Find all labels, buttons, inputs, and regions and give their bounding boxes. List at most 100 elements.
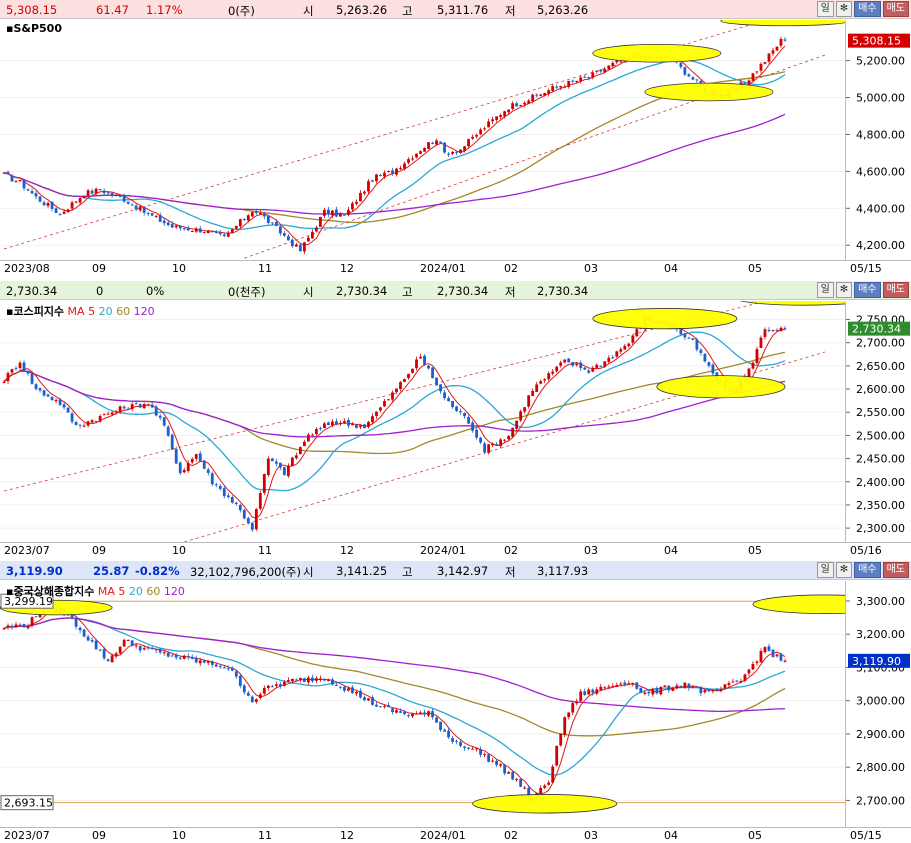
candle [479, 436, 483, 445]
candle [170, 433, 174, 451]
settings-button[interactable]: ✻ [835, 562, 853, 578]
sell-button[interactable]: 매도 [882, 1, 909, 17]
candle [286, 677, 290, 682]
candle [527, 395, 531, 409]
x-tick-label: 2024/01 [420, 262, 466, 275]
candle [310, 229, 314, 239]
candle [487, 753, 491, 763]
candle [355, 199, 358, 206]
x-tick-label: 10 [172, 829, 186, 842]
candle [218, 230, 222, 236]
candle [86, 634, 90, 642]
candle [78, 424, 82, 429]
reference-value-label: 3,299.19 [4, 595, 53, 608]
candle [66, 208, 70, 213]
candle [190, 230, 194, 232]
ma60-line [3, 617, 786, 737]
candle [431, 708, 434, 720]
candle [659, 686, 663, 696]
candle [94, 187, 98, 196]
candle [355, 424, 358, 429]
candle [238, 503, 242, 513]
candle [719, 686, 723, 693]
candle [282, 679, 286, 687]
candle [571, 700, 575, 716]
candle [26, 623, 30, 630]
candle [206, 660, 210, 666]
candle [519, 778, 523, 788]
candle [270, 684, 274, 688]
high-label: 고 [402, 565, 413, 579]
candle [210, 660, 214, 668]
x-tick-label: 05 [748, 544, 762, 557]
candle [691, 76, 695, 81]
x-axis: 2023/07 09 10 11 12 2024/01 02 03 04 05 05/16 [0, 542, 911, 558]
candle [403, 378, 406, 383]
candle [511, 101, 515, 111]
candle [230, 228, 234, 234]
candle [575, 698, 579, 706]
highlight-ellipse [472, 794, 618, 814]
candle [427, 141, 430, 150]
candle [74, 615, 78, 630]
ma-label: MA [64, 305, 85, 318]
candle [46, 393, 50, 397]
candle [419, 354, 422, 359]
candle [407, 373, 410, 381]
sell-button[interactable]: 매도 [882, 562, 909, 578]
buy-button[interactable]: 매수 [854, 1, 881, 17]
low-value: 2,730.34 [537, 284, 589, 298]
candle [242, 683, 246, 695]
candle [134, 204, 138, 212]
change-percent: -0.82% [135, 564, 180, 578]
candle [435, 377, 438, 386]
candle [30, 616, 34, 628]
y-tick-label: 3,300.00 [856, 595, 905, 608]
period-button[interactable]: 일 [816, 282, 834, 298]
period-button[interactable]: 일 [816, 562, 834, 578]
candle [343, 685, 346, 693]
candle [246, 690, 250, 697]
candle [186, 225, 190, 231]
candle [539, 379, 543, 385]
x-tick-label: 09 [92, 829, 106, 842]
candle [62, 209, 66, 215]
ma120-line [3, 113, 786, 215]
current-price-label: 5,308.15 [852, 35, 901, 48]
candle [347, 206, 350, 217]
x-tick-label: 02 [504, 544, 518, 557]
settings-button[interactable]: ✻ [835, 282, 853, 298]
candle [491, 758, 495, 763]
candle [439, 141, 442, 143]
ma5-line [3, 320, 786, 519]
candle [319, 426, 322, 431]
settings-button[interactable]: ✻ [835, 1, 853, 17]
candle [487, 118, 491, 128]
candle [254, 209, 258, 215]
candle [178, 655, 182, 660]
ma-label: MA [94, 585, 115, 598]
volume: 32,102,796,200(주) [190, 565, 302, 579]
candle [467, 415, 470, 425]
change-value: 61.47 [96, 3, 129, 17]
candle [711, 362, 715, 376]
candle [138, 403, 142, 409]
candle [146, 645, 150, 651]
candle [210, 471, 214, 487]
candle [286, 463, 290, 478]
ma20-line [3, 331, 786, 492]
last-price: 3,119.90 [6, 564, 63, 578]
candle [471, 746, 474, 750]
buy-button[interactable]: 매수 [854, 282, 881, 298]
period-button[interactable]: 일 [816, 1, 834, 17]
candle [759, 62, 763, 74]
candle [190, 654, 194, 660]
candle [451, 400, 454, 409]
candle [214, 229, 218, 234]
candle [130, 401, 134, 412]
buy-button[interactable]: 매수 [854, 562, 881, 578]
candle [595, 363, 599, 369]
sell-button[interactable]: 매도 [882, 282, 909, 298]
candle [351, 421, 354, 426]
candle [387, 398, 390, 401]
